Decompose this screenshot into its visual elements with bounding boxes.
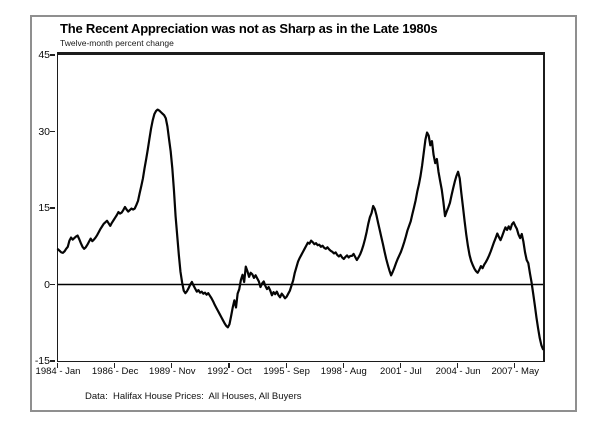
x-tick-mark bbox=[285, 362, 287, 368]
chart-title: The Recent Appreciation was not as Sharp… bbox=[60, 21, 438, 36]
data-line bbox=[56, 108, 544, 351]
x-tick-mark bbox=[514, 362, 516, 368]
x-tick-label: 2004 - Jun bbox=[435, 366, 481, 377]
x-tick-label: 2007 - May bbox=[491, 366, 539, 377]
x-tick-label: 1992 - Oct bbox=[207, 366, 252, 377]
plot-area bbox=[49, 52, 545, 368]
x-tick-mark bbox=[342, 362, 344, 368]
source-footnote: Data: Halifax House Prices: All Houses, … bbox=[85, 391, 302, 402]
x-tick-label: 1995 - Sep bbox=[263, 366, 310, 377]
chart-figure: The Recent Appreciation was not as Sharp… bbox=[30, 15, 577, 412]
y-tick-mark bbox=[49, 207, 55, 209]
y-tick-mark bbox=[49, 360, 55, 362]
x-tick-label: 1986 - Dec bbox=[91, 366, 139, 377]
x-tick-label: 1984 - Jan bbox=[35, 366, 81, 377]
x-tick-label: 1989 - Nov bbox=[149, 366, 196, 377]
x-tick-label: 1998 - Aug bbox=[320, 366, 367, 377]
x-tick-mark bbox=[114, 362, 116, 368]
x-tick-mark bbox=[56, 362, 59, 368]
y-tick-mark bbox=[49, 283, 55, 286]
y-tick-label: 0 bbox=[44, 278, 50, 291]
chart-subtitle: Twelve-month percent change bbox=[60, 38, 174, 48]
x-tick-mark bbox=[399, 362, 402, 368]
y-tick-label: 45 bbox=[38, 48, 50, 61]
y-tick-mark bbox=[49, 130, 55, 133]
chart-canvas bbox=[56, 108, 544, 351]
y-tick-label: 15 bbox=[38, 201, 50, 214]
x-tick-label: 2001 - Jul bbox=[380, 366, 422, 377]
y-tick-label: 30 bbox=[38, 125, 50, 138]
x-tick-mark bbox=[456, 362, 459, 368]
x-tick-mark bbox=[228, 362, 230, 368]
y-tick-mark bbox=[49, 54, 55, 56]
x-tick-mark bbox=[171, 362, 173, 368]
y-tick-label: -15 bbox=[34, 354, 50, 367]
